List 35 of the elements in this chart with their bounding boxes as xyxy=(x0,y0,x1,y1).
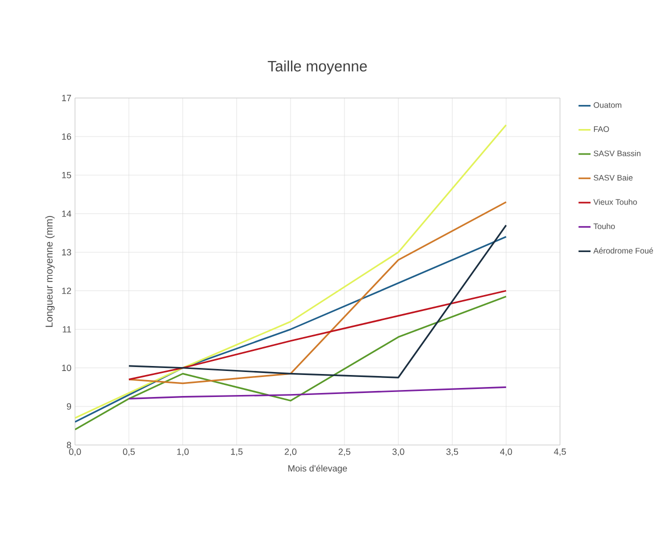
x-tick-label: 0,0 xyxy=(69,448,81,456)
x-tick-label: 0,5 xyxy=(122,448,135,456)
line-series xyxy=(75,124,507,419)
y-tick-label: 8 xyxy=(66,442,72,448)
x-tick-label: 2,5 xyxy=(338,448,350,456)
x-tick-label: 1,5 xyxy=(231,448,243,456)
y-axis-title: Longueur moyenne (mm) xyxy=(45,216,55,327)
y-tick-label: 17 xyxy=(62,94,72,102)
y-tick-label: 10 xyxy=(62,364,72,372)
legend-label: Touho xyxy=(594,223,615,230)
x-tick-label: 4,5 xyxy=(554,448,566,456)
line-series xyxy=(128,201,507,384)
legend-label: SASV Bassin xyxy=(594,150,640,156)
y-tick-label: 13 xyxy=(62,249,72,256)
y-tick-label: 9 xyxy=(66,403,72,410)
x-tick-label: 2,0 xyxy=(284,448,296,456)
y-tick-label: 14 xyxy=(62,210,72,217)
legend-label: Vieux Touho xyxy=(593,198,637,205)
y-tick-label: 15 xyxy=(62,172,72,178)
legend-label: SASV Baie xyxy=(594,174,633,181)
y-tick-label: 16 xyxy=(62,133,72,140)
legend-label: Ouatom xyxy=(594,102,622,108)
chart-title: Taille moyenne xyxy=(268,60,367,74)
y-tick-label: 12 xyxy=(62,288,72,294)
x-tick-label: 3,5 xyxy=(446,448,458,456)
legend-label: FAO xyxy=(594,126,609,132)
legend-label: Aérodrome Foué xyxy=(593,248,654,254)
line-series xyxy=(75,296,507,430)
line-series xyxy=(128,224,507,378)
x-tick-label: 4,0 xyxy=(500,448,512,456)
line-series xyxy=(128,290,507,380)
y-tick-label: 11 xyxy=(62,326,72,332)
x-tick-label: 1,0 xyxy=(177,448,189,456)
x-axis-title: Mois d'élevage xyxy=(288,464,347,474)
x-tick-label: 3,0 xyxy=(392,448,404,456)
